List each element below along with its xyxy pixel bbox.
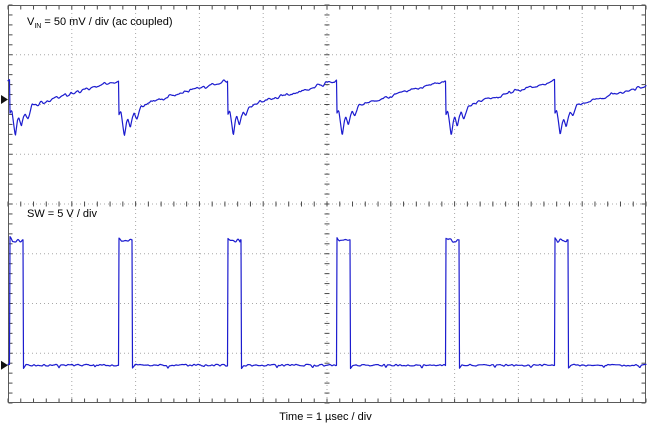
sw-scale-label: SW = 5 V / div <box>27 208 97 220</box>
sw-ground-marker-icon <box>1 360 8 370</box>
time-axis-label: Time = 1 µsec / div <box>279 411 372 423</box>
sw-waveform-trace <box>7 236 647 370</box>
vin-label-rest: = 50 mV / div (ac coupled) <box>41 16 173 28</box>
vin-waveform-trace <box>7 78 647 136</box>
vin-scale-label: VIN = 50 mV / div (ac coupled) <box>27 16 173 30</box>
graticule-frame <box>8 5 646 403</box>
vin-label-subscript: IN <box>34 23 42 31</box>
graticule-ticks <box>7 4 647 404</box>
vin-label-prefix: V <box>27 16 35 28</box>
vin-ground-marker-icon <box>1 95 8 105</box>
